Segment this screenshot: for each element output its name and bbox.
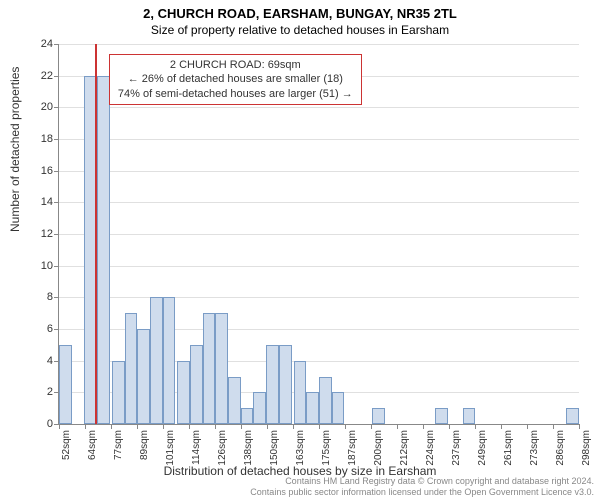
bar <box>435 408 448 424</box>
bar <box>253 392 266 424</box>
title-line1: 2, CHURCH ROAD, EARSHAM, BUNGAY, NR35 2T… <box>0 0 600 21</box>
ytick-label: 10 <box>23 260 53 272</box>
xtick-mark <box>527 424 528 429</box>
bar <box>215 313 228 424</box>
info-line2: ← 26% of detached houses are smaller (18… <box>118 72 353 86</box>
ytick-mark <box>54 107 59 108</box>
gridline <box>59 234 579 235</box>
marker-line <box>95 44 97 424</box>
bar <box>372 408 385 424</box>
xtick-mark <box>345 424 346 429</box>
ytick-label: 18 <box>23 133 53 145</box>
info-box: 2 CHURCH ROAD: 69sqm← 26% of detached ho… <box>109 54 362 105</box>
bar <box>59 345 72 424</box>
xtick-mark <box>59 424 60 429</box>
xtick-mark <box>111 424 112 429</box>
bar <box>332 392 345 424</box>
bar <box>203 313 216 424</box>
xtick-mark <box>241 424 242 429</box>
bar <box>125 313 138 424</box>
ytick-mark <box>54 297 59 298</box>
ytick-label: 0 <box>23 418 53 430</box>
footer: Contains HM Land Registry data © Crown c… <box>250 476 594 498</box>
ytick-mark <box>54 329 59 330</box>
bar <box>306 392 319 424</box>
ytick-mark <box>54 234 59 235</box>
xtick-mark <box>215 424 216 429</box>
ytick-label: 16 <box>23 165 53 177</box>
xtick-mark <box>423 424 424 429</box>
bar <box>566 408 579 424</box>
title-line2: Size of property relative to detached ho… <box>0 21 600 37</box>
bar <box>241 408 254 424</box>
xtick-mark <box>397 424 398 429</box>
ytick-label: 22 <box>23 70 53 82</box>
footer-line2: Contains public sector information licen… <box>250 487 594 498</box>
ytick-label: 12 <box>23 228 53 240</box>
bar <box>190 345 203 424</box>
bar <box>112 361 125 424</box>
ytick-label: 20 <box>23 101 53 113</box>
ytick-label: 2 <box>23 386 53 398</box>
gridline <box>59 202 579 203</box>
ytick-label: 6 <box>23 323 53 335</box>
xtick-mark <box>501 424 502 429</box>
ytick-mark <box>54 202 59 203</box>
bar <box>137 329 150 424</box>
bar <box>266 345 279 424</box>
plot-area: 02468101214161820222452sqm64sqm77sqm89sq… <box>58 44 579 425</box>
xtick-mark <box>293 424 294 429</box>
ytick-label: 8 <box>23 291 53 303</box>
gridline <box>59 297 579 298</box>
ytick-mark <box>54 139 59 140</box>
bar <box>279 345 292 424</box>
gridline <box>59 107 579 108</box>
xtick-mark <box>319 424 320 429</box>
bar <box>228 377 241 425</box>
bar <box>294 361 307 424</box>
xtick-mark <box>267 424 268 429</box>
ytick-mark <box>54 44 59 45</box>
gridline <box>59 44 579 45</box>
y-axis-title: Number of detached properties <box>8 67 22 232</box>
gridline <box>59 139 579 140</box>
xtick-mark <box>137 424 138 429</box>
xtick-mark <box>163 424 164 429</box>
xtick-mark <box>189 424 190 429</box>
footer-line1: Contains HM Land Registry data © Crown c… <box>250 476 594 487</box>
ytick-label: 14 <box>23 196 53 208</box>
xtick-mark <box>449 424 450 429</box>
xtick-mark <box>371 424 372 429</box>
gridline <box>59 171 579 172</box>
ytick-label: 24 <box>23 38 53 50</box>
info-line3: 74% of semi-detached houses are larger (… <box>118 87 353 101</box>
bar <box>463 408 476 424</box>
xtick-mark <box>579 424 580 429</box>
xtick-mark <box>85 424 86 429</box>
bar <box>163 297 176 424</box>
chart: 02468101214161820222452sqm64sqm77sqm89sq… <box>58 44 578 424</box>
bar <box>319 377 332 425</box>
bar <box>150 297 163 424</box>
xtick-mark <box>553 424 554 429</box>
gridline <box>59 266 579 267</box>
bar <box>177 361 190 424</box>
bar <box>97 76 110 424</box>
info-line1: 2 CHURCH ROAD: 69sqm <box>118 58 353 72</box>
xtick-mark <box>475 424 476 429</box>
ytick-mark <box>54 171 59 172</box>
ytick-label: 4 <box>23 355 53 367</box>
ytick-mark <box>54 76 59 77</box>
ytick-mark <box>54 266 59 267</box>
